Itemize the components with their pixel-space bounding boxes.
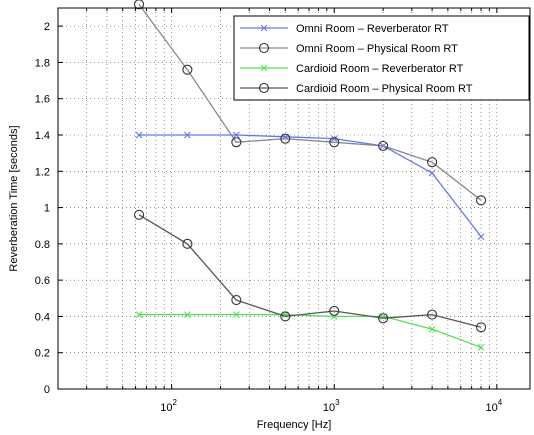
legend: Omni Room – Reverberator RT Omni Room – …	[233, 15, 530, 101]
legend-marker	[260, 64, 268, 72]
legend-entry: Cardioid Room – Physical Room RT	[240, 82, 473, 95]
series-line	[139, 313, 482, 348]
data-point	[280, 133, 291, 144]
data-point	[232, 311, 240, 319]
y-tick-label: 0	[44, 384, 50, 396]
data-point	[428, 169, 436, 177]
data-point	[135, 131, 143, 139]
data-point	[428, 325, 436, 333]
legend-entry: Omni Room – Physical Room RT	[240, 42, 458, 55]
legend-entry: Cardioid Room – Reverberator RT	[240, 63, 464, 75]
y-tick-label: 0.2	[35, 348, 50, 360]
data-point	[231, 137, 242, 148]
x-tick-label: 103	[323, 398, 340, 414]
data-point	[184, 311, 191, 319]
y-tick-label: 1.2	[35, 166, 50, 178]
y-tick-label: 0.6	[35, 275, 50, 287]
data-point	[427, 309, 438, 320]
y-axis-label: Reverberation Time [seconds]	[8, 125, 20, 271]
data-point	[329, 137, 340, 148]
plot-series	[133, 0, 487, 351]
data-point	[476, 322, 487, 333]
series-1	[133, 0, 487, 206]
data-point	[182, 64, 193, 75]
legend-marker	[258, 42, 270, 54]
data-point	[133, 209, 145, 220]
y-tick-label: 0.4	[35, 311, 50, 323]
data-point	[427, 157, 438, 168]
legend-marker	[260, 24, 268, 32]
y-tick-label: 1.4	[35, 130, 50, 142]
data-point	[232, 131, 240, 139]
x-tick-label: 104	[485, 398, 502, 414]
data-point	[477, 343, 485, 351]
axes: 0 0.2 0.4 0.6 0.8 1 1.2 1.4 1.6 1.8 2 102 103 104	[35, 8, 530, 414]
legend-entry: Omni Room – Reverberator RT	[240, 23, 449, 35]
data-point	[184, 131, 191, 139]
data-point	[329, 305, 340, 317]
plot-frame	[57, 7, 531, 390]
data-point	[280, 311, 291, 322]
data-point	[135, 311, 143, 319]
y-tick-label: 2	[44, 21, 50, 33]
x-axis-label: Frequency [Hz]	[257, 419, 332, 431]
legend-label: Omni Room – Reverberator RT	[296, 23, 449, 35]
data-point	[378, 313, 389, 324]
data-point	[378, 140, 389, 151]
y-tick-label: 0.8	[35, 239, 50, 251]
legend-label: Cardioid Room – Physical Room RT	[296, 83, 473, 95]
data-point	[476, 195, 487, 206]
series-3	[133, 209, 487, 333]
data-point	[133, 0, 145, 10]
y-tick-label: 1.6	[35, 94, 50, 106]
data-point	[231, 295, 242, 306]
series-line	[138, 214, 482, 328]
legend-box	[233, 15, 530, 101]
series-line	[138, 4, 482, 201]
legend-label: Omni Room – Physical Room RT	[296, 43, 458, 55]
series-line	[139, 134, 482, 237]
x-tick-label: 102	[160, 398, 177, 414]
y-tick-label: 1.8	[35, 57, 50, 69]
data-point	[477, 233, 485, 240]
data-point	[330, 135, 338, 143]
legend-label: Cardioid Room – Reverberator RT	[296, 63, 464, 75]
legend-marker	[258, 82, 270, 94]
y-tick-label: 1	[44, 203, 50, 215]
data-point	[330, 313, 338, 320]
data-point	[182, 238, 193, 249]
